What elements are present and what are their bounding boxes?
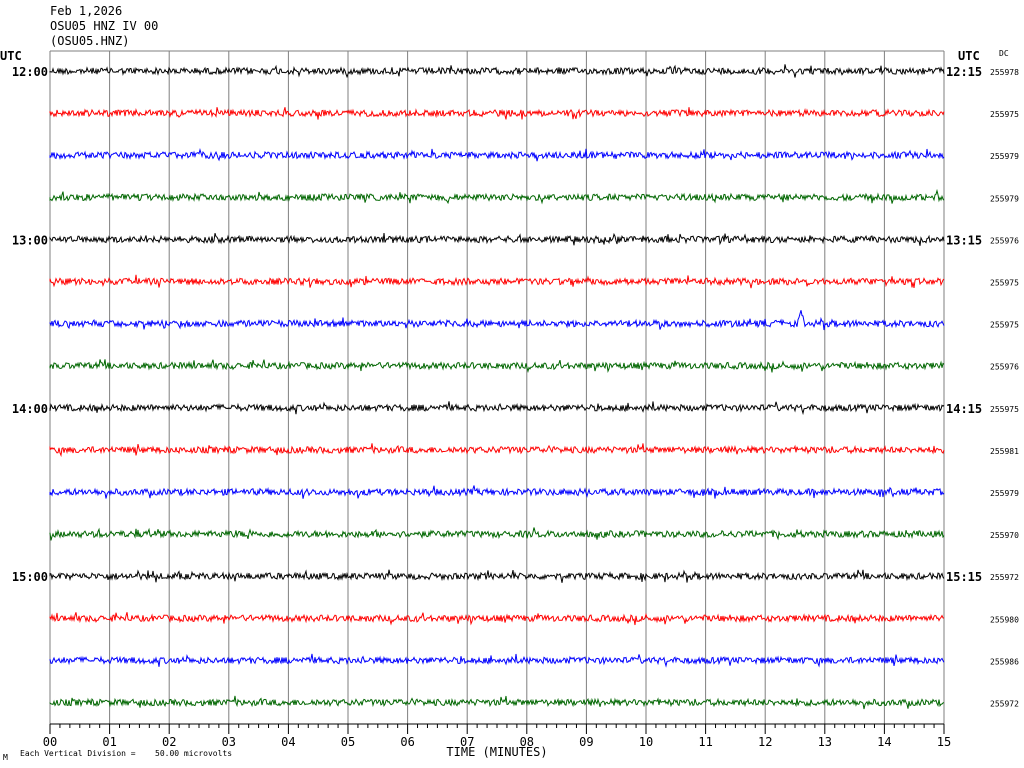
seismic-trace bbox=[49, 485, 945, 499]
x-tick-label: 14 bbox=[877, 735, 891, 749]
trace-group bbox=[49, 64, 945, 710]
footer-mark: M bbox=[3, 753, 8, 762]
x-tick-label: 05 bbox=[341, 735, 355, 749]
row-dc-value: 255975 bbox=[990, 110, 1019, 119]
x-tick-label: 15 bbox=[937, 735, 951, 749]
x-tick-label: 12 bbox=[758, 735, 772, 749]
row-dc-value: 255986 bbox=[990, 657, 1019, 666]
row-time-left: 15:00 bbox=[12, 570, 48, 584]
row-dc-value: 255975 bbox=[990, 321, 1019, 330]
row-time-left: 12:00 bbox=[12, 65, 48, 79]
row-dc-value: 255981 bbox=[990, 447, 1019, 456]
row-dc-value: 255979 bbox=[990, 152, 1019, 161]
seismic-trace bbox=[49, 147, 945, 162]
row-dc-value: 255972 bbox=[990, 700, 1019, 709]
row-dc-value: 255976 bbox=[990, 236, 1019, 245]
row-dc-value: 255975 bbox=[990, 405, 1019, 414]
seismic-trace bbox=[49, 653, 945, 668]
seismic-trace bbox=[49, 188, 945, 205]
x-tick-label: 01 bbox=[102, 735, 116, 749]
x-tick-label: 03 bbox=[222, 735, 236, 749]
seismic-trace bbox=[49, 527, 945, 541]
utc-left-label: UTC bbox=[0, 49, 22, 63]
dc-header-label: DC bbox=[999, 49, 1009, 58]
row-dc-value: 255980 bbox=[990, 615, 1019, 624]
row-labels: 12:00 12:15 255978 255975 255979 255979 13:00 1… bbox=[12, 65, 1019, 709]
row-time-right: 14:15 bbox=[946, 402, 982, 416]
seismic-trace bbox=[49, 107, 945, 120]
time-grid bbox=[49, 50, 945, 724]
x-tick-label: 11 bbox=[698, 735, 712, 749]
x-tick-label: 00 bbox=[43, 735, 57, 749]
seismic-trace bbox=[49, 310, 945, 331]
scale-value: 50.00 microvolts bbox=[155, 749, 233, 758]
x-tick-label: 07 bbox=[460, 735, 474, 749]
seismic-trace bbox=[49, 569, 945, 583]
seismic-trace bbox=[49, 695, 945, 710]
row-time-right: 13:15 bbox=[946, 233, 982, 247]
row-dc-value: 255976 bbox=[990, 363, 1019, 372]
x-tick-label: 10 bbox=[639, 735, 653, 749]
row-time-left: 13:00 bbox=[12, 233, 48, 247]
x-axis-title: TIME (MINUTES) bbox=[446, 745, 547, 759]
x-tick-label: 02 bbox=[162, 735, 176, 749]
row-dc-value: 255979 bbox=[990, 194, 1019, 203]
x-tick-label: 06 bbox=[400, 735, 414, 749]
scale-text: Each Vertical Division = bbox=[20, 749, 136, 758]
seismic-trace bbox=[49, 64, 945, 79]
row-dc-value: 255975 bbox=[990, 279, 1019, 288]
seismic-trace bbox=[49, 232, 945, 246]
seismic-trace bbox=[49, 401, 945, 416]
utc-right-label: UTC bbox=[958, 49, 980, 63]
station-label: OSU05 HNZ IV 00 bbox=[50, 19, 159, 33]
row-time-left: 14:00 bbox=[12, 402, 48, 416]
seismic-trace bbox=[49, 612, 945, 626]
x-tick-label: 08 bbox=[520, 735, 534, 749]
row-time-right: 12:15 bbox=[946, 65, 982, 79]
row-dc-value: 255979 bbox=[990, 489, 1019, 498]
x-tick-label: 09 bbox=[579, 735, 593, 749]
x-axis: 00 01 02 03 04 05 06 07 08 09 10 11 12 13 14 15 TIME (MI… bbox=[43, 723, 951, 759]
row-dc-value: 255970 bbox=[990, 531, 1019, 540]
seismic-trace bbox=[49, 359, 945, 374]
seismic-trace bbox=[49, 443, 945, 458]
row-dc-value: 255972 bbox=[990, 573, 1019, 582]
station-code-label: (OSU05.HNZ) bbox=[50, 34, 130, 48]
x-tick-label: 13 bbox=[818, 735, 832, 749]
seismic-trace bbox=[49, 274, 945, 289]
row-time-right: 15:15 bbox=[946, 570, 982, 584]
row-dc-value: 255978 bbox=[990, 68, 1019, 77]
date-label: Feb 1,2026 bbox=[50, 4, 123, 18]
x-tick-label: 04 bbox=[281, 735, 295, 749]
